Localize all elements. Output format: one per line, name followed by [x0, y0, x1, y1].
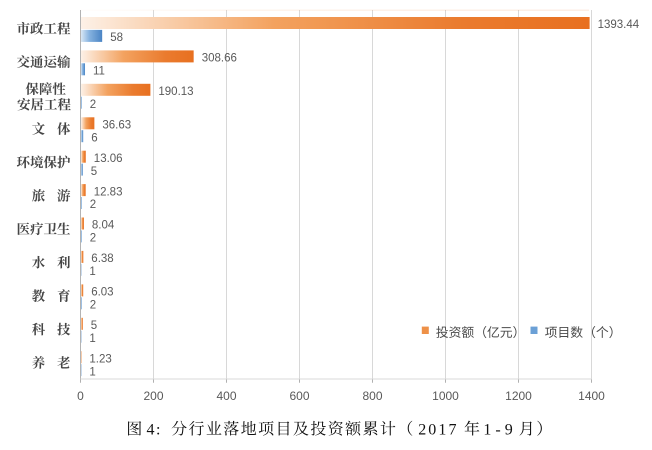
svg-text:800: 800 — [362, 389, 382, 403]
svg-text:5: 5 — [91, 320, 97, 332]
svg-text:13.06: 13.06 — [94, 153, 123, 165]
svg-text:5: 5 — [91, 166, 97, 178]
svg-text:2: 2 — [90, 99, 96, 111]
svg-text:1.23: 1.23 — [89, 353, 111, 365]
svg-text:11: 11 — [93, 66, 105, 78]
svg-text:36.63: 36.63 — [102, 120, 131, 132]
svg-text:12.83: 12.83 — [94, 186, 123, 198]
svg-text:4:: 4: — [147, 421, 162, 438]
svg-text:1000: 1000 — [432, 389, 459, 403]
svg-text:1393.44: 1393.44 — [598, 19, 640, 31]
svg-text:200: 200 — [143, 389, 163, 403]
svg-text:1400: 1400 — [578, 389, 605, 403]
svg-text:1-9: 1-9 — [483, 421, 516, 438]
svg-text:6: 6 — [91, 132, 97, 144]
svg-text:6.38: 6.38 — [91, 253, 113, 265]
svg-text:58: 58 — [110, 32, 123, 44]
svg-text:8.04: 8.04 — [92, 220, 115, 232]
svg-text:1: 1 — [89, 366, 95, 378]
svg-text:6.03: 6.03 — [91, 287, 113, 299]
svg-text:400: 400 — [216, 389, 236, 403]
svg-text:2017: 2017 — [418, 421, 458, 438]
svg-text:0: 0 — [77, 389, 84, 403]
svg-text:600: 600 — [289, 389, 309, 403]
svg-text:2: 2 — [90, 300, 96, 312]
svg-text:2: 2 — [90, 199, 96, 211]
svg-text:308.66: 308.66 — [202, 53, 237, 65]
svg-text:1: 1 — [89, 266, 95, 278]
svg-text:190.13: 190.13 — [158, 86, 193, 98]
svg-text:1200: 1200 — [505, 389, 532, 403]
svg-text:2: 2 — [90, 233, 96, 245]
svg-text:1: 1 — [89, 333, 95, 345]
